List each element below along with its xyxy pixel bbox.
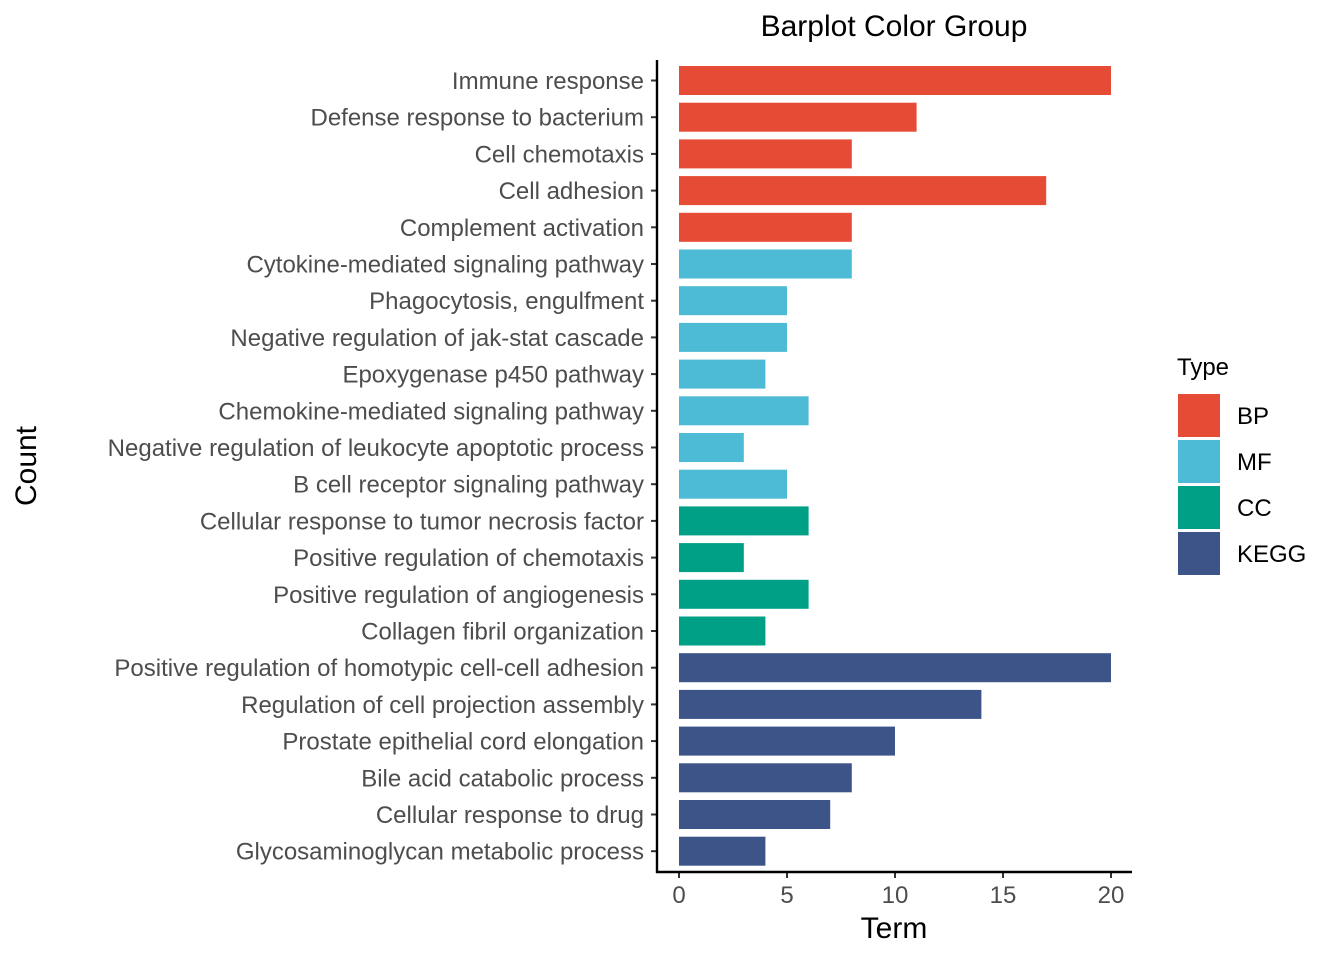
legend-key-swatch bbox=[1178, 486, 1220, 529]
y-tick-label: Cell chemotaxis bbox=[475, 141, 644, 168]
y-tick-label: Cytokine-mediated signaling pathway bbox=[246, 252, 644, 279]
y-tick-label: Chemokine-mediated signaling pathway bbox=[218, 398, 644, 425]
bar bbox=[679, 286, 787, 316]
bar bbox=[679, 139, 852, 169]
bar bbox=[679, 176, 1047, 206]
legend: Type BP MF CC KEGG bbox=[1177, 354, 1306, 575]
y-tick-label: Cell adhesion bbox=[499, 178, 644, 205]
y-tick-label: Bile acid catabolic process bbox=[361, 765, 644, 792]
y-tick-label: Defense response to bacterium bbox=[310, 105, 644, 132]
y-tick-label: B cell receptor signaling pathway bbox=[293, 472, 644, 499]
x-axis-ticks: 0 5 10 15 20 bbox=[672, 872, 1124, 909]
y-tick-label: Complement activation bbox=[400, 215, 644, 242]
bar bbox=[679, 66, 1111, 95]
bar bbox=[679, 322, 787, 352]
legend-label: KEGG bbox=[1237, 541, 1306, 568]
y-tick-label: Immune response bbox=[452, 68, 644, 95]
bar bbox=[679, 506, 809, 536]
y-tick-label: Cellular response to tumor necrosis fact… bbox=[200, 508, 644, 535]
bar bbox=[679, 359, 766, 389]
legend-key-swatch bbox=[1178, 394, 1220, 437]
legend-key-swatch bbox=[1178, 532, 1220, 575]
y-tick-label: Cellular response to drug bbox=[376, 802, 644, 829]
y-tick-label: Collagen fibril organization bbox=[361, 619, 644, 646]
x-tick-label: 0 bbox=[672, 882, 685, 909]
y-tick-label: Phagocytosis, engulfment bbox=[369, 288, 644, 315]
x-tick-label: 15 bbox=[990, 882, 1017, 909]
legend-label: CC bbox=[1237, 495, 1272, 522]
bar bbox=[679, 800, 831, 829]
x-tick-label: 10 bbox=[882, 882, 909, 909]
legend-label: MF bbox=[1237, 449, 1272, 476]
bar bbox=[679, 543, 744, 573]
y-tick-label: Epoxygenase p450 pathway bbox=[342, 362, 644, 389]
y-tick-label: Regulation of cell projection assembly bbox=[241, 692, 644, 719]
bar bbox=[679, 836, 766, 866]
bar bbox=[679, 579, 809, 609]
bar bbox=[679, 689, 982, 719]
y-axis-title: Count bbox=[10, 425, 43, 506]
bar bbox=[679, 433, 744, 462]
y-tick-label: Positive regulation of chemotaxis bbox=[293, 545, 644, 572]
y-tick-label: Positive regulation of angiogenesis bbox=[273, 582, 644, 609]
bar bbox=[679, 212, 852, 242]
bar bbox=[679, 653, 1111, 683]
y-axis-ticks: Immune response Defense response to bacte… bbox=[108, 68, 657, 866]
y-tick-label: Negative regulation of jak-stat cascade bbox=[230, 325, 644, 352]
bar bbox=[679, 469, 787, 499]
y-tick-label: Negative regulation of leukocyte apoptot… bbox=[108, 435, 644, 462]
bar bbox=[679, 102, 917, 132]
y-tick-label: Prostate epithelial cord elongation bbox=[282, 729, 644, 756]
bar bbox=[679, 396, 809, 426]
y-tick-label: Positive regulation of homotypic cell-ce… bbox=[114, 655, 644, 682]
y-tick-label: Glycosaminoglycan metabolic process bbox=[236, 839, 644, 866]
chart-title: Barplot Color Group bbox=[761, 10, 1028, 43]
legend-key-swatch bbox=[1178, 440, 1220, 483]
x-tick-label: 5 bbox=[780, 882, 793, 909]
legend-label: BP bbox=[1237, 403, 1269, 430]
legend-title: Type bbox=[1177, 354, 1229, 381]
bar bbox=[679, 616, 766, 646]
x-tick-label: 20 bbox=[1098, 882, 1125, 909]
bars-layer bbox=[679, 66, 1111, 866]
bar bbox=[679, 249, 852, 279]
bar bbox=[679, 763, 852, 793]
bar bbox=[679, 726, 895, 756]
x-axis-title: Term bbox=[861, 912, 928, 945]
